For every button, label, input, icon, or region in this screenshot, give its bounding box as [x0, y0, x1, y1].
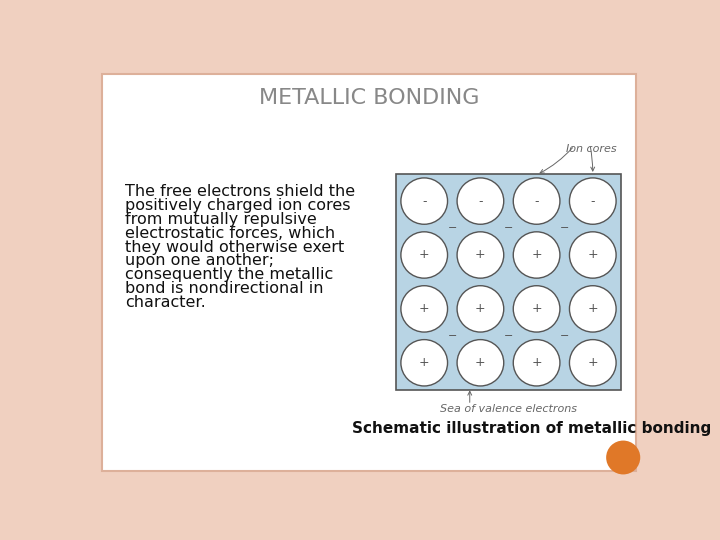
Text: +: + [588, 248, 598, 261]
Text: +: + [419, 248, 430, 261]
Text: upon one another;: upon one another; [125, 253, 274, 268]
Circle shape [513, 286, 560, 332]
Text: -: - [478, 194, 482, 207]
Text: bond is nondirectional in: bond is nondirectional in [125, 281, 323, 296]
Text: +: + [475, 248, 486, 261]
Circle shape [401, 232, 448, 278]
Circle shape [513, 178, 560, 224]
Circle shape [606, 441, 640, 475]
Circle shape [401, 286, 448, 332]
Text: +: + [588, 356, 598, 369]
Text: METALLIC BONDING: METALLIC BONDING [258, 88, 480, 108]
FancyArrowPatch shape [590, 147, 595, 171]
Text: +: + [475, 356, 486, 369]
Circle shape [570, 286, 616, 332]
Circle shape [401, 178, 448, 224]
Text: −: − [504, 223, 513, 233]
Text: character.: character. [125, 295, 206, 310]
FancyArrowPatch shape [540, 148, 572, 173]
Circle shape [457, 232, 504, 278]
Text: +: + [531, 248, 542, 261]
Text: +: + [588, 302, 598, 315]
Circle shape [570, 340, 616, 386]
Text: -: - [534, 194, 539, 207]
Text: Ion cores: Ion cores [567, 145, 617, 154]
Circle shape [513, 340, 560, 386]
Text: −: − [448, 223, 457, 233]
Text: −: − [448, 331, 457, 341]
Text: +: + [475, 302, 486, 315]
Circle shape [457, 286, 504, 332]
Text: +: + [531, 356, 542, 369]
Text: Schematic illustration of metallic bonding: Schematic illustration of metallic bondi… [352, 421, 711, 436]
Circle shape [570, 232, 616, 278]
Text: −: − [560, 223, 570, 233]
Circle shape [457, 178, 504, 224]
Text: electrostatic forces, which: electrostatic forces, which [125, 226, 335, 241]
Text: they would otherwise exert: they would otherwise exert [125, 240, 344, 254]
Bar [396, 174, 621, 390]
Text: Sea of valence electrons: Sea of valence electrons [440, 403, 577, 414]
FancyArrowPatch shape [468, 392, 472, 402]
Text: from mutually repulsive: from mutually repulsive [125, 212, 317, 227]
Text: The free electrons shield the: The free electrons shield the [125, 184, 355, 199]
Text: positively charged ion cores: positively charged ion cores [125, 198, 351, 213]
Circle shape [570, 178, 616, 224]
Circle shape [457, 340, 504, 386]
Text: +: + [531, 302, 542, 315]
Text: −: − [560, 331, 570, 341]
Text: consequently the metallic: consequently the metallic [125, 267, 333, 282]
Text: +: + [419, 302, 430, 315]
Circle shape [513, 232, 560, 278]
Text: −: − [504, 331, 513, 341]
Text: +: + [419, 356, 430, 369]
Text: -: - [590, 194, 595, 207]
Text: -: - [422, 194, 426, 207]
Circle shape [401, 340, 448, 386]
